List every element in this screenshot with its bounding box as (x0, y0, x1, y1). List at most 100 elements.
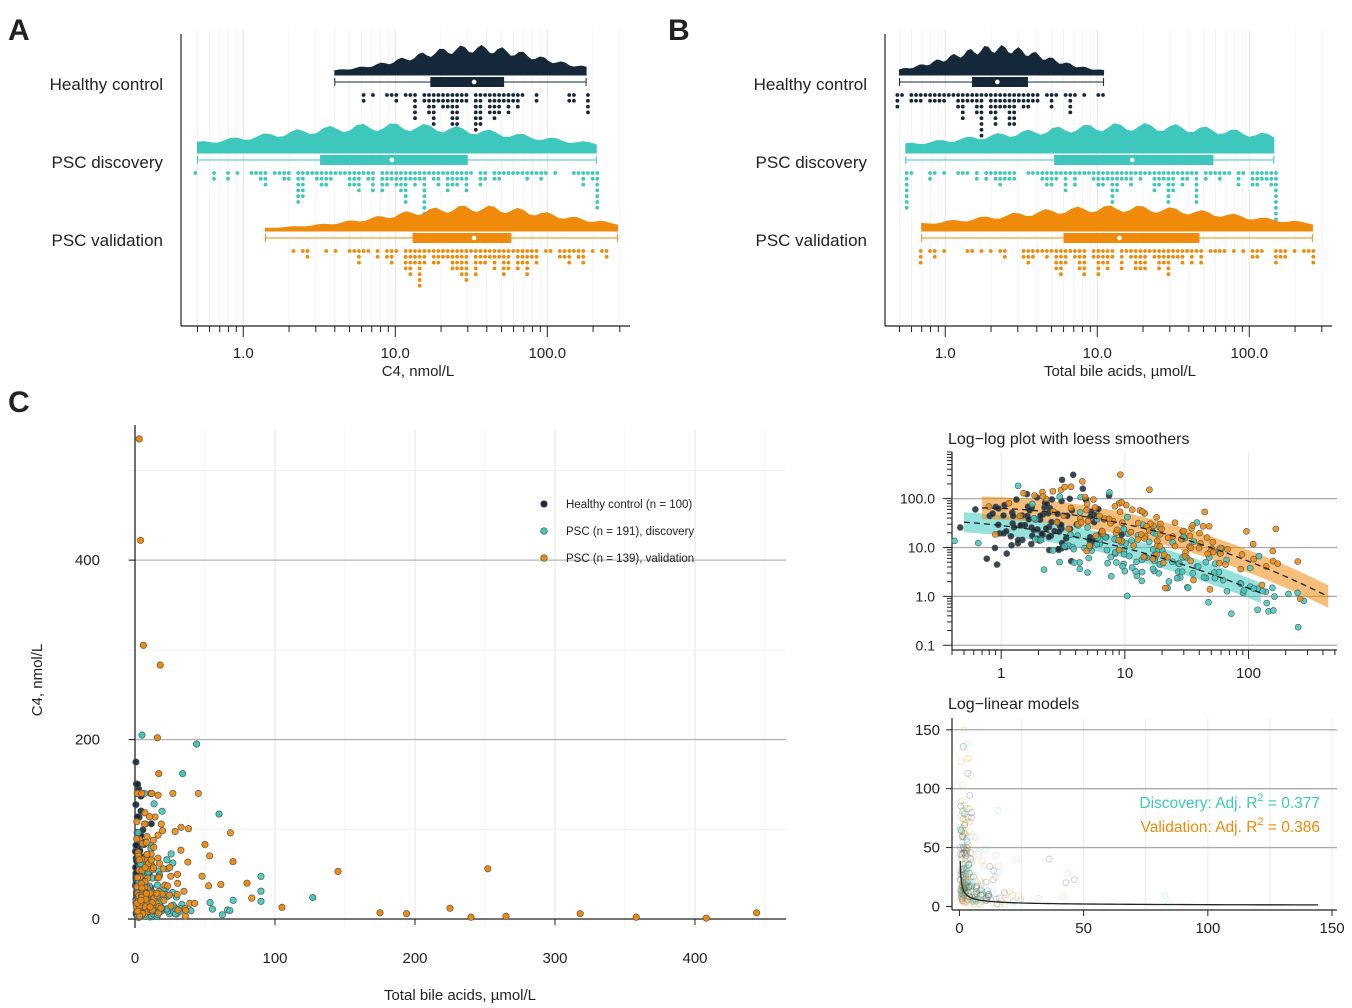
dot-disc (1166, 200, 1171, 204)
dot-hc (534, 98, 539, 103)
point-val (138, 884, 146, 892)
dot-disc (1101, 176, 1105, 181)
dot-val (445, 254, 450, 259)
dot-disc (249, 171, 254, 175)
point-disc (1124, 513, 1131, 521)
dot-hc (1026, 98, 1031, 103)
dot-disc (282, 176, 287, 181)
dot-val (1283, 249, 1288, 253)
dot-hc (422, 93, 427, 97)
dot-hc (441, 93, 445, 97)
dot-hc (487, 93, 492, 97)
dot-hc (473, 116, 478, 121)
dot-disc (993, 176, 998, 181)
point-faint-hc (962, 847, 970, 855)
dot-hc (970, 98, 975, 103)
dot-val (1199, 260, 1204, 265)
point-faint-val (966, 805, 974, 813)
dot-disc (389, 171, 394, 175)
point-faint-hc (963, 844, 971, 852)
dot-hc (998, 93, 1003, 97)
point-faint-hc (983, 887, 991, 895)
dot-hc (1002, 93, 1007, 97)
point-faint-val (959, 815, 967, 823)
dot-hc (450, 98, 455, 103)
point-faint-hc (986, 862, 994, 870)
point-faint-disc (958, 825, 966, 833)
point-faint-hc (958, 833, 966, 841)
dot-val (1054, 266, 1059, 271)
dot-disc (932, 171, 937, 175)
dot-val (1278, 249, 1283, 253)
dot-disc (1213, 171, 1218, 175)
point-faint-val (963, 892, 971, 900)
point-faint-disc (958, 844, 966, 852)
legend-marker-disc (540, 527, 548, 535)
point-faint-val (1009, 891, 1017, 899)
group-label: PSC discovery (756, 153, 868, 172)
dot-hc (895, 104, 900, 109)
point-faint-val (970, 890, 978, 898)
dot-val (375, 254, 380, 259)
point-val (278, 903, 286, 911)
point-val (154, 831, 162, 839)
point-faint-disc (956, 798, 964, 806)
dot-disc (371, 176, 375, 181)
point-faint-val (961, 857, 969, 865)
dot-val (483, 249, 488, 253)
point-faint-val (978, 879, 986, 887)
point-faint-val (959, 808, 967, 816)
dot-hc (478, 116, 483, 121)
dot-val (604, 249, 609, 253)
dot-val (366, 249, 371, 253)
dot-val (478, 254, 483, 259)
point-faint-val (962, 877, 970, 885)
dot-disc (455, 182, 459, 187)
dot-val (385, 249, 389, 253)
dot-val (1105, 260, 1110, 265)
point-val (184, 825, 193, 833)
dot-disc (422, 205, 427, 210)
point-faint-val (965, 841, 973, 849)
dot-hc (960, 116, 965, 121)
point-faint-disc (960, 892, 968, 900)
point-val (1079, 477, 1086, 485)
dot-hc (988, 98, 993, 103)
dot-val (1110, 254, 1115, 259)
point-val (167, 872, 175, 880)
point-faint-val (961, 869, 969, 877)
dot-val (1180, 249, 1185, 253)
point-val (1296, 595, 1304, 603)
panel-c-loglog-plot: Log−log plot with loess smoothers 1 10 100 0… (900, 431, 1337, 682)
point-disc (1076, 565, 1084, 573)
point-val (149, 864, 158, 872)
point-disc (163, 856, 171, 864)
dot-hc (984, 93, 989, 97)
point-disc (1149, 565, 1157, 573)
point-val (1084, 517, 1092, 525)
dot-disc (1259, 176, 1264, 181)
dot-hc (974, 110, 979, 115)
point-val (1189, 522, 1196, 529)
dot-hc (511, 98, 516, 103)
dot-hc (960, 110, 965, 115)
point-faint-disc (967, 899, 975, 907)
point-faint-hc (963, 849, 971, 857)
point-val (140, 820, 148, 828)
point-val (174, 879, 182, 887)
dot-disc (956, 171, 961, 175)
dot-val (417, 249, 422, 253)
dot-disc (300, 194, 305, 199)
dot-hc (394, 98, 399, 103)
dot-val (1059, 272, 1063, 277)
dot-val (417, 272, 422, 277)
dot-disc (1166, 188, 1171, 193)
dot-val (970, 249, 975, 253)
dot-val (557, 254, 562, 259)
point-disc (229, 896, 237, 904)
dot-hc (1049, 98, 1054, 103)
point-val (155, 859, 163, 867)
dot-disc (581, 171, 586, 175)
point-hc (1042, 525, 1050, 532)
x-tick-label: 100.0 (1231, 345, 1269, 362)
